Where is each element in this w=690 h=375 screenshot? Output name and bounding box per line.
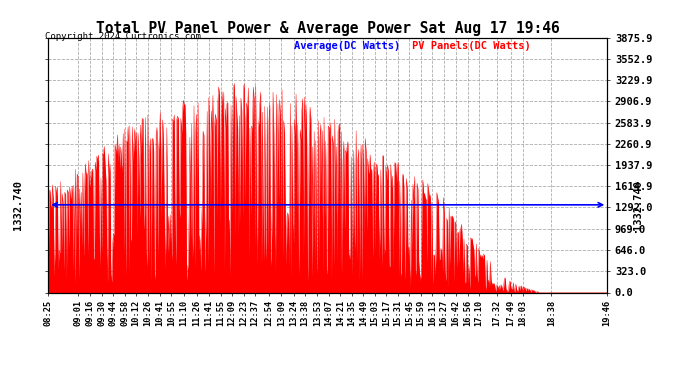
Text: Copyright 2024 Curtronics.com: Copyright 2024 Curtronics.com xyxy=(45,32,201,41)
Text: 1332.740: 1332.740 xyxy=(12,180,23,230)
Text: Average(DC Watts): Average(DC Watts) xyxy=(294,41,400,51)
Text: 1332.740: 1332.740 xyxy=(633,180,643,230)
Text: PV Panels(DC Watts): PV Panels(DC Watts) xyxy=(412,41,531,51)
Title: Total PV Panel Power & Average Power Sat Aug 17 19:46: Total PV Panel Power & Average Power Sat… xyxy=(96,21,560,36)
